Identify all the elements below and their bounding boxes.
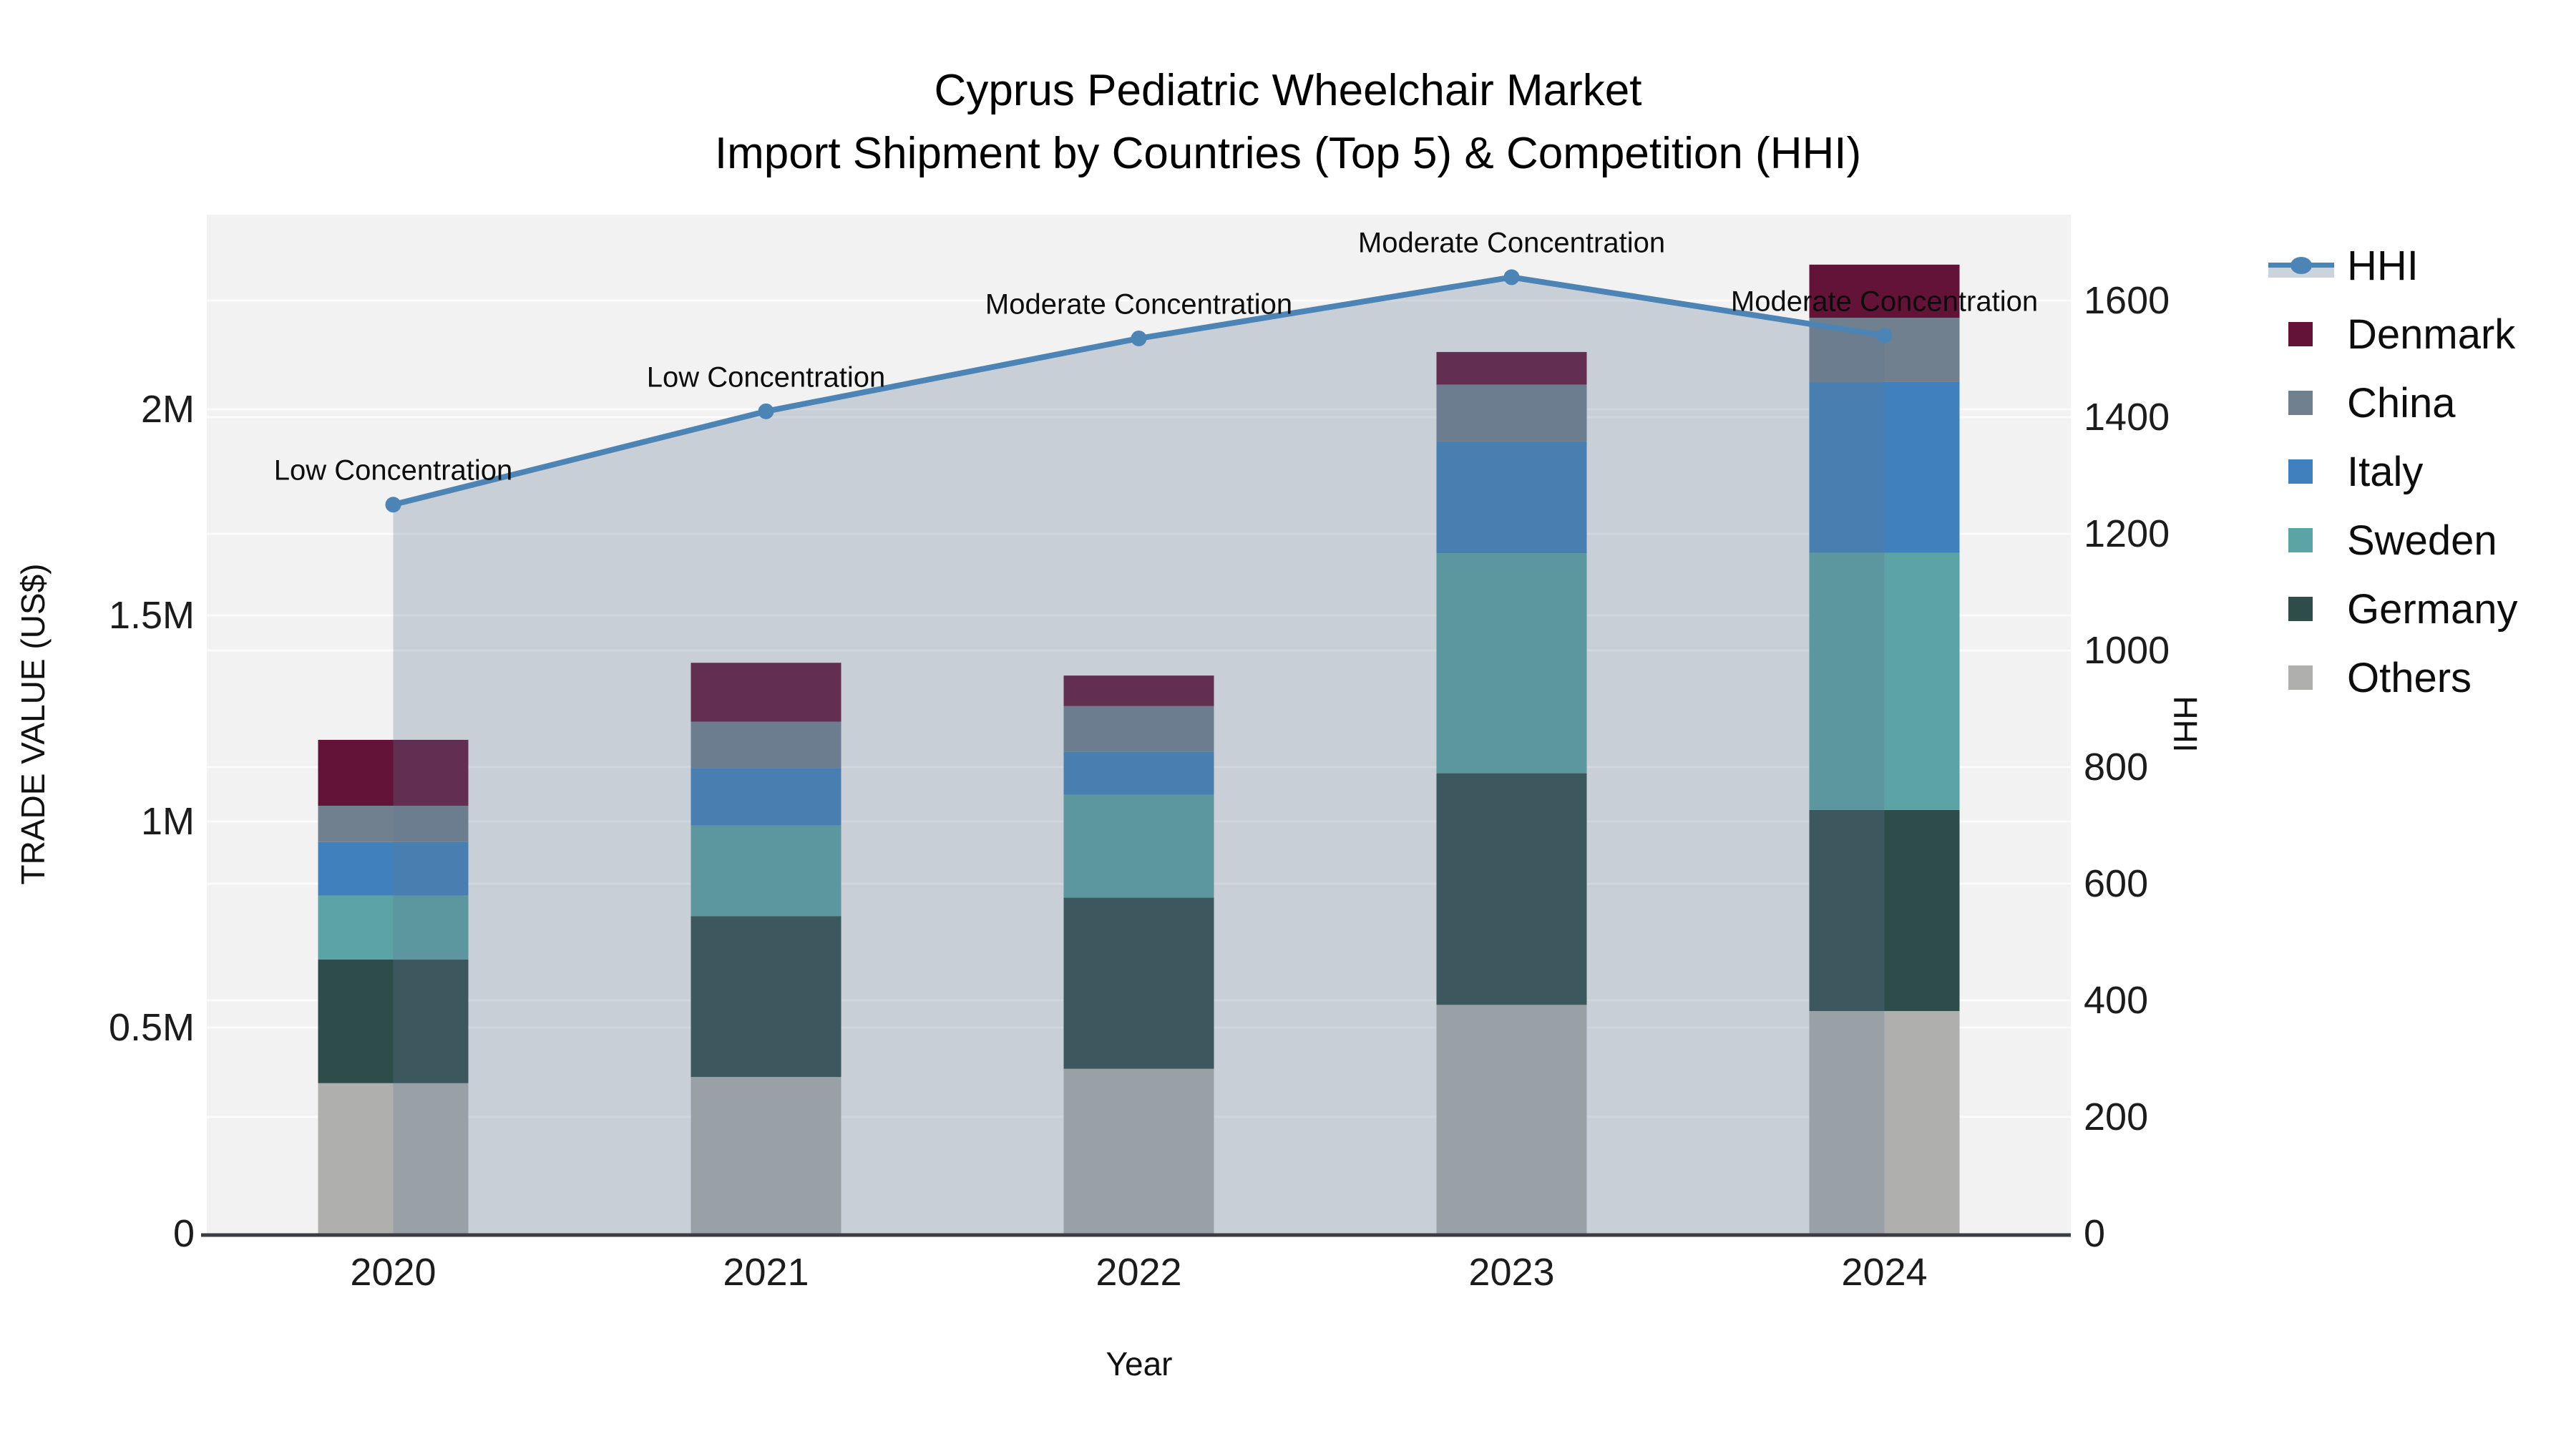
legend-item-sweden[interactable]: Sweden [2267,506,2518,575]
legend-item-germany[interactable]: Germany [2267,575,2518,643]
legend-label: Others [2347,654,2472,701]
legend: HHI Denmark China Italy Sweden Germany O… [2267,231,2518,712]
bar-2023-others[interactable] [1436,1005,1587,1234]
bar-2023-denmark[interactable] [1436,351,1587,385]
bar-2024-germany[interactable] [1809,809,1960,1011]
hhi-marker-2023[interactable] [1503,269,1520,286]
hhi-marker-2022[interactable] [1131,330,1147,346]
bar-2023-germany[interactable] [1436,773,1587,1005]
hhi-marker-2024[interactable] [1876,327,1893,343]
bar-2024-sweden[interactable] [1809,552,1960,810]
bar-2022-italy[interactable] [1063,751,1214,795]
bar-2022-denmark[interactable] [1063,675,1214,706]
bar-2024-italy[interactable] [1809,381,1960,553]
legend-label: Italy [2347,448,2424,495]
italy-swatch-icon [2288,459,2313,484]
germany-swatch-icon [2288,597,2313,621]
legend-label: HHI [2347,242,2419,289]
bar-2020-china[interactable] [318,806,469,842]
bar-2020-sweden[interactable] [318,895,469,960]
legend-item-china[interactable]: China [2267,369,2518,437]
bar-2021-germany[interactable] [691,916,841,1078]
bar-2021-sweden[interactable] [691,825,841,917]
legend-item-hhi[interactable]: HHI [2267,231,2518,300]
bar-2021-denmark[interactable] [691,663,841,722]
bar-2023-italy[interactable] [1436,441,1587,554]
denmark-swatch-icon [2288,322,2313,346]
bar-2021-others[interactable] [691,1077,841,1234]
bar-2021-italy[interactable] [691,768,841,826]
legend-label: Sweden [2347,517,2497,564]
hhi-area-fill [393,277,1885,1234]
bar-2020-denmark[interactable] [318,739,469,806]
bar-2022-china[interactable] [1063,706,1214,752]
legend-label: Germany [2347,585,2518,633]
hhi-marker-2021[interactable] [758,403,774,419]
bar-2024-others[interactable] [1809,1010,1960,1234]
legend-item-others[interactable]: Others [2267,643,2518,712]
bar-2020-italy[interactable] [318,841,469,896]
china-swatch-icon [2288,391,2313,415]
bar-2024-denmark[interactable] [1809,264,1960,318]
legend-item-italy[interactable]: Italy [2267,437,2518,506]
bar-2021-china[interactable] [691,721,841,769]
legend-label: China [2347,379,2456,426]
sweden-swatch-icon [2288,528,2313,552]
hhi-marker-2020[interactable] [385,497,401,513]
bar-2022-others[interactable] [1063,1068,1214,1234]
bar-2023-china[interactable] [1436,384,1587,441]
legend-label: Denmark [2347,311,2516,358]
bar-2020-germany[interactable] [318,959,469,1083]
bar-2022-sweden[interactable] [1063,794,1214,898]
hhi-line-icon [2268,250,2334,281]
legend-item-denmark[interactable]: Denmark [2267,300,2518,369]
bar-2020-others[interactable] [318,1083,469,1234]
bar-2023-sweden[interactable] [1436,553,1587,774]
others-swatch-icon [2288,665,2313,690]
bar-2022-germany[interactable] [1063,897,1214,1069]
